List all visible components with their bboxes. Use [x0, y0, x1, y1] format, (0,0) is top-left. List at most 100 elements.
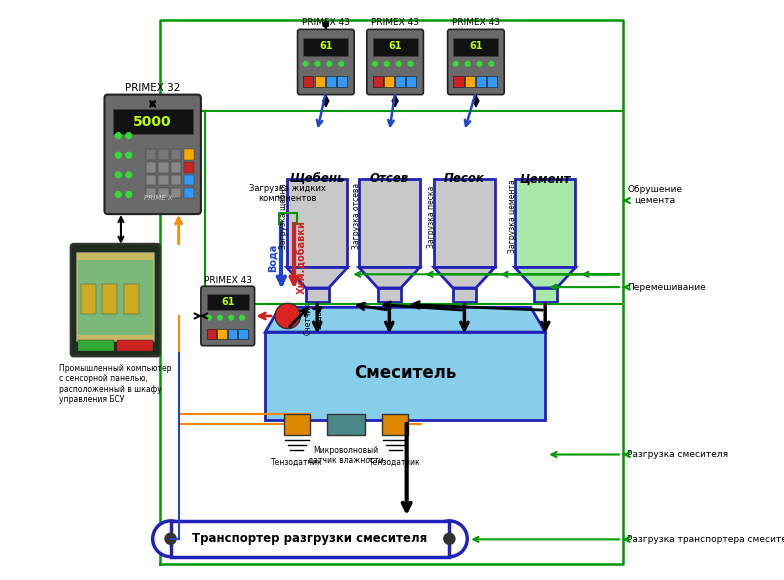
Text: 5000: 5000: [133, 115, 172, 129]
Polygon shape: [265, 307, 545, 332]
Bar: [146, 150, 156, 160]
Circle shape: [372, 61, 377, 66]
Bar: [359, 179, 419, 267]
FancyBboxPatch shape: [448, 30, 504, 95]
Circle shape: [384, 61, 389, 66]
Circle shape: [339, 61, 343, 66]
Text: Тензодатчик: Тензодатчик: [271, 458, 323, 466]
Bar: [384, 76, 394, 88]
Circle shape: [207, 316, 211, 320]
Bar: [171, 521, 449, 557]
Polygon shape: [434, 267, 495, 288]
Text: Хим.добавки: Хим.добавки: [298, 220, 308, 295]
Circle shape: [397, 61, 401, 66]
Bar: [146, 187, 156, 198]
Bar: [476, 76, 486, 88]
Bar: [171, 150, 181, 160]
Bar: [183, 175, 194, 185]
Circle shape: [126, 133, 132, 139]
Polygon shape: [287, 267, 347, 288]
Text: PRIMEX 43: PRIMEX 43: [452, 18, 500, 27]
Circle shape: [126, 172, 132, 177]
Bar: [326, 76, 336, 88]
Circle shape: [408, 61, 413, 66]
Bar: [227, 329, 237, 339]
Bar: [217, 329, 227, 339]
Bar: [303, 76, 314, 88]
Bar: [78, 260, 153, 335]
Text: Загрузка цемента: Загрузка цемента: [507, 180, 517, 253]
Circle shape: [303, 61, 308, 66]
Bar: [434, 179, 495, 267]
Circle shape: [126, 153, 132, 158]
Bar: [183, 150, 194, 160]
Text: Загрузка песка: Загрузка песка: [426, 185, 436, 248]
Circle shape: [115, 172, 122, 177]
Bar: [303, 38, 348, 56]
Polygon shape: [515, 267, 575, 288]
Polygon shape: [359, 267, 419, 288]
Text: 61: 61: [469, 41, 483, 51]
Bar: [171, 162, 181, 172]
Circle shape: [431, 521, 467, 557]
Bar: [372, 76, 383, 88]
FancyBboxPatch shape: [367, 30, 423, 95]
Bar: [78, 340, 114, 350]
Bar: [158, 150, 169, 160]
Text: Отсев: Отсев: [370, 172, 409, 186]
Bar: [314, 76, 325, 88]
Circle shape: [275, 303, 300, 329]
Text: Загрузка отсева: Загрузка отсева: [352, 183, 361, 249]
Circle shape: [153, 521, 188, 557]
Bar: [327, 414, 365, 436]
Text: 61: 61: [388, 41, 402, 51]
Text: Разгрузка транспортера смесителя: Разгрузка транспортера смесителя: [627, 535, 784, 544]
Bar: [171, 187, 181, 198]
Text: 61: 61: [221, 297, 234, 307]
Text: Микроволновый
датчик влажности: Микроволновый датчик влажности: [308, 446, 384, 465]
Bar: [372, 38, 418, 56]
Text: PRIME X: PRIME X: [144, 195, 172, 201]
Text: Транспортер разгрузки смесителя: Транспортер разгрузки смесителя: [192, 532, 427, 545]
Text: Счетчик
воды: Счетчик воды: [304, 302, 323, 335]
Circle shape: [115, 153, 122, 158]
Bar: [287, 179, 347, 267]
Circle shape: [443, 532, 456, 545]
Bar: [382, 414, 408, 436]
Text: Смеситель: Смеситель: [354, 364, 456, 382]
Circle shape: [126, 191, 132, 197]
Circle shape: [165, 532, 177, 545]
Bar: [158, 175, 169, 185]
Bar: [77, 252, 154, 341]
Circle shape: [465, 61, 470, 66]
Text: 61: 61: [319, 41, 332, 51]
Bar: [515, 179, 575, 267]
Bar: [207, 294, 249, 310]
Text: Щебень: Щебень: [289, 172, 345, 186]
Bar: [113, 109, 193, 134]
Bar: [453, 38, 499, 56]
Bar: [453, 288, 476, 302]
Circle shape: [477, 61, 482, 66]
Text: Песок: Песок: [444, 172, 485, 186]
Circle shape: [218, 316, 223, 320]
Text: Тензодатчик: Тензодатчик: [369, 458, 421, 466]
Bar: [146, 175, 156, 185]
Bar: [125, 284, 140, 314]
Circle shape: [115, 133, 122, 139]
Text: Загрузка щебня: Загрузка щебня: [280, 184, 289, 249]
Bar: [146, 162, 156, 172]
Bar: [395, 76, 405, 88]
FancyBboxPatch shape: [104, 95, 201, 214]
Text: PRIMEX 43: PRIMEX 43: [371, 18, 419, 27]
Bar: [158, 187, 169, 198]
Bar: [103, 284, 118, 314]
Bar: [465, 76, 475, 88]
Text: Промышленный компьютер
с сенсорной панелью,
расположенный в шкафу
управления БСУ: Промышленный компьютер с сенсорной панел…: [60, 364, 172, 404]
Bar: [284, 414, 310, 436]
Text: PRIMEX 43: PRIMEX 43: [302, 18, 350, 27]
Bar: [378, 288, 401, 302]
Circle shape: [240, 316, 245, 320]
Text: Цемент: Цемент: [520, 172, 571, 186]
Bar: [453, 76, 463, 88]
